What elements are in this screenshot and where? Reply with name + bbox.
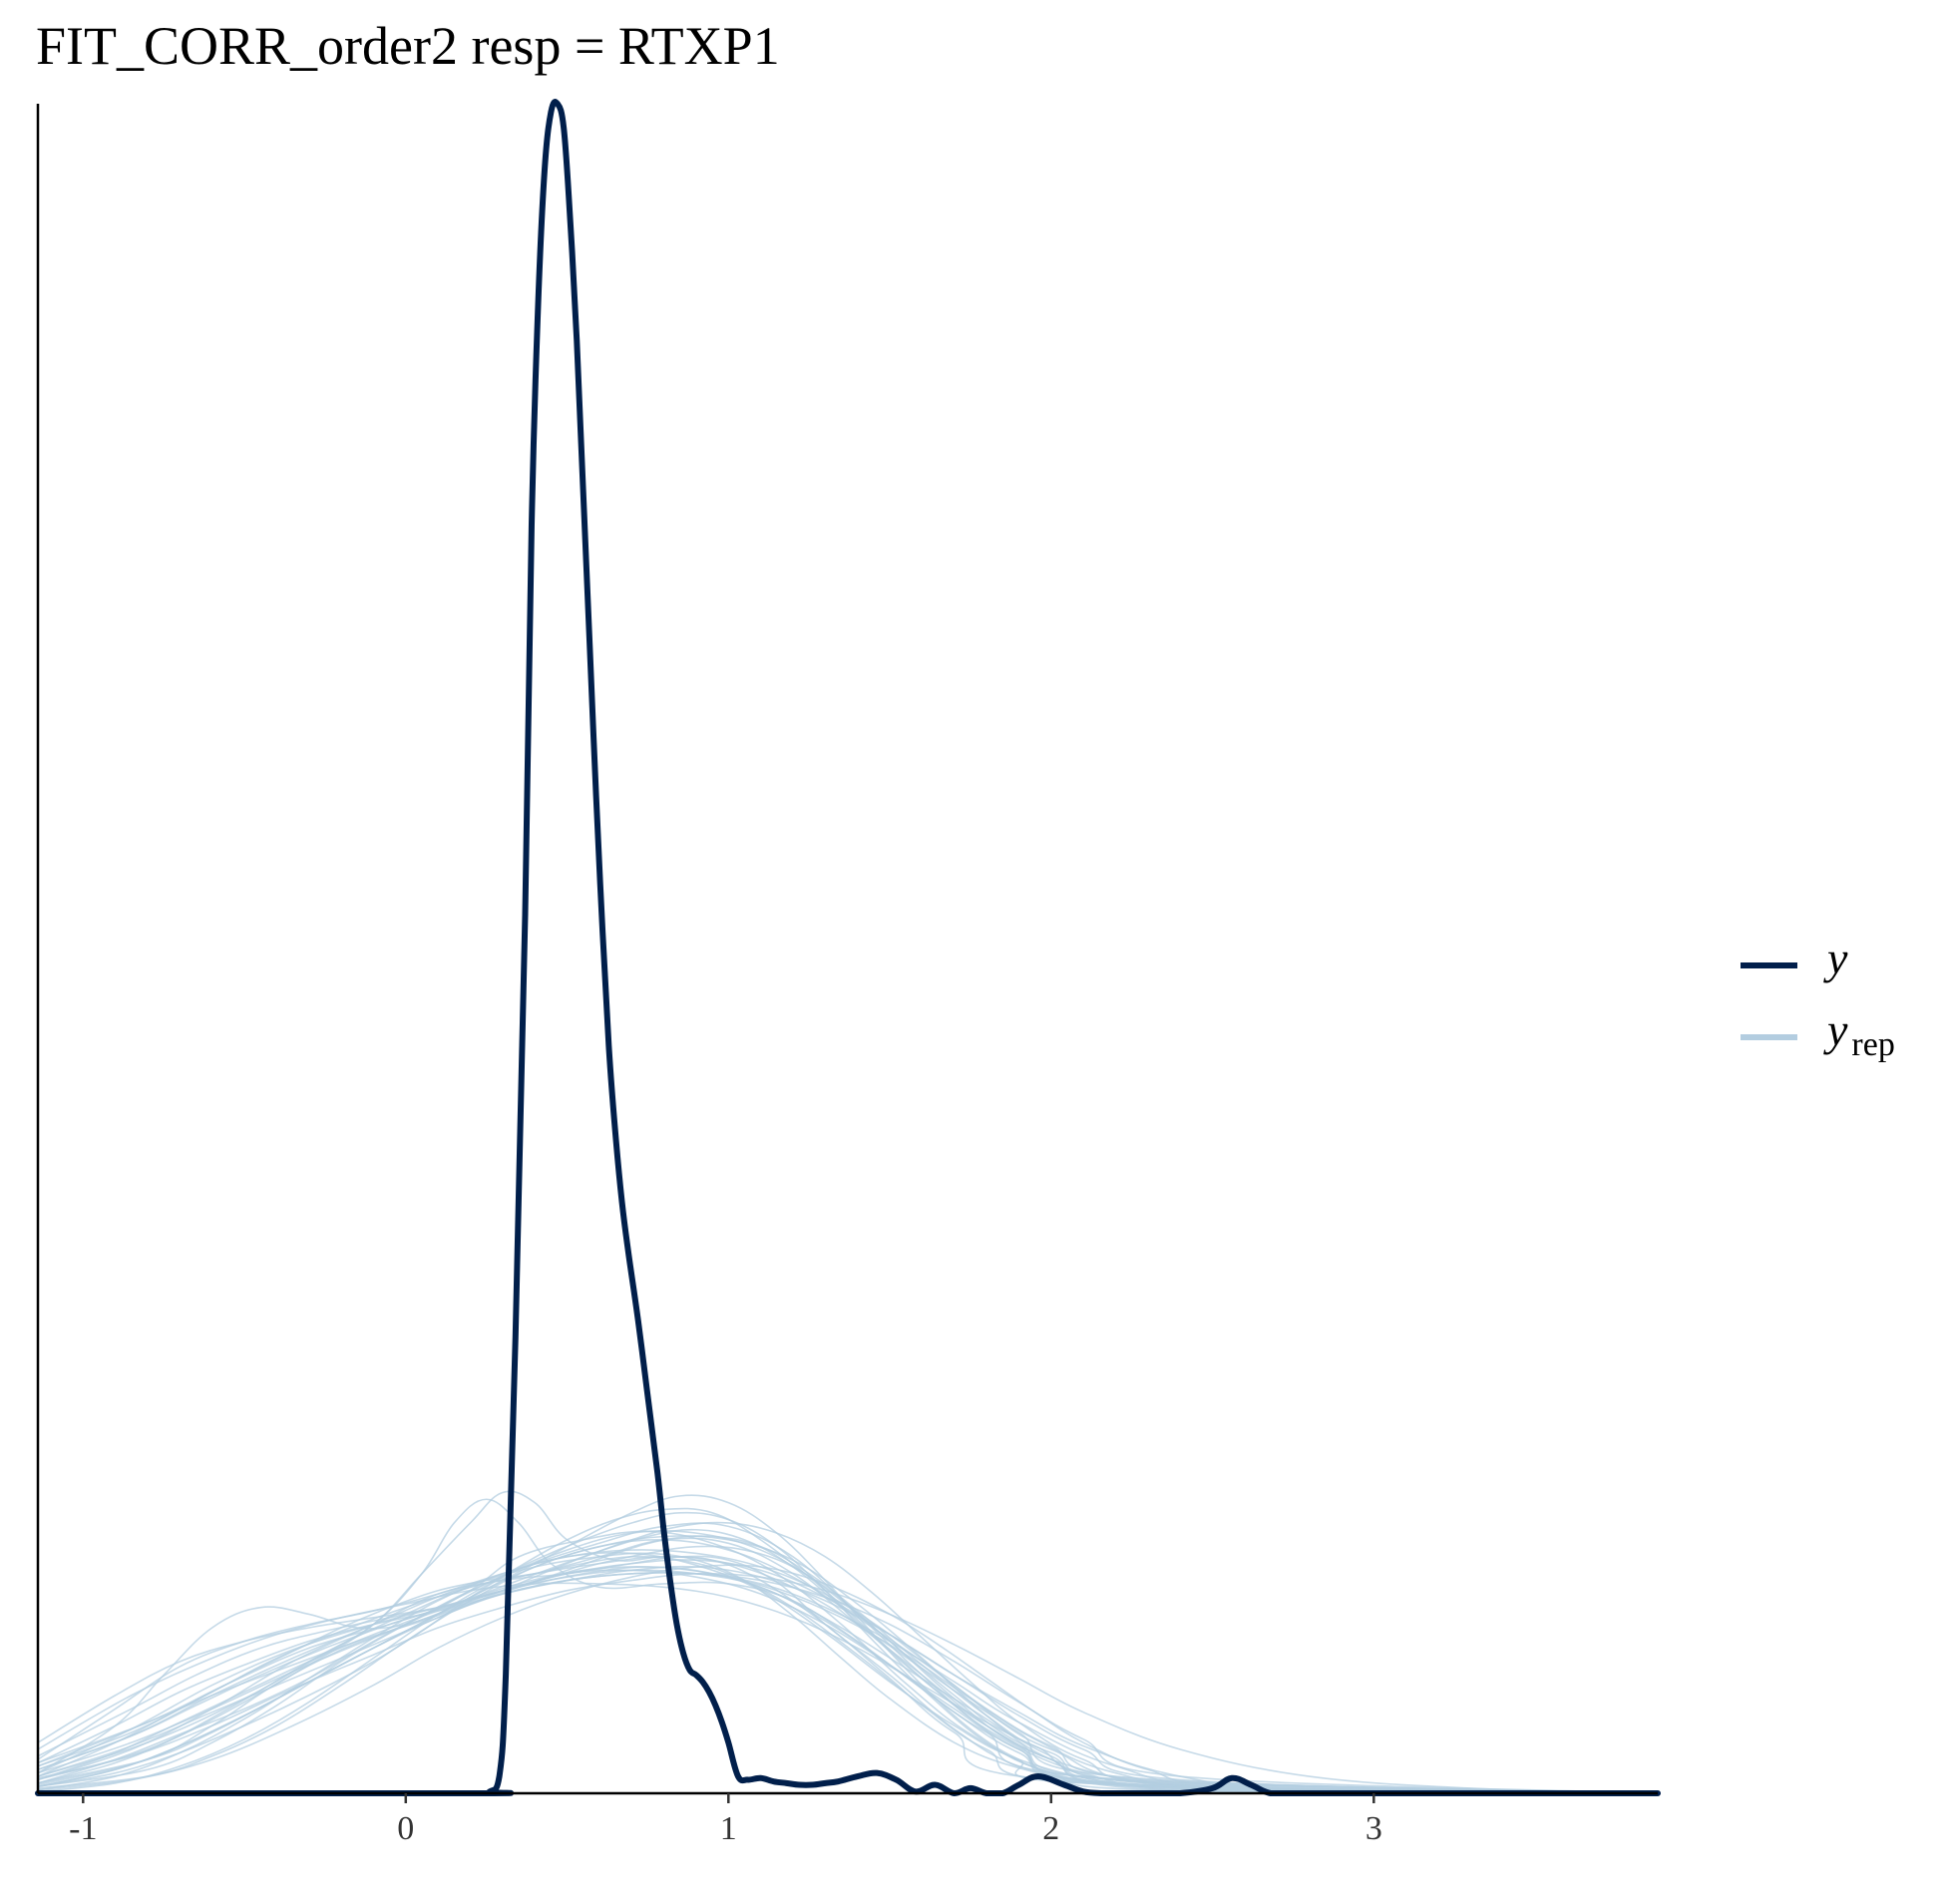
yrep-density-line [37,1522,1659,1794]
yrep-density-line [37,1582,1659,1794]
yrep-density-line [37,1569,1659,1794]
yrep-density-line [37,1535,1659,1794]
x-tick-label: 2 [1042,1810,1059,1847]
yrep-density-line [37,1521,1659,1794]
x-tick-label: 3 [1365,1810,1382,1847]
yrep-density-line [37,1566,1659,1794]
chart-title: FIT_CORR_order2 resp = RTXP1 [36,16,780,76]
legend-y-label: y [1823,933,1848,983]
yrep-density-line [37,1565,1659,1794]
yrep-density-line [37,1566,1659,1794]
yrep-density-line [37,1549,1659,1794]
y-density-line [35,99,1661,1797]
yrep-density-line [37,1530,1659,1794]
axes: -1 0 1 2 3 [36,104,1658,1847]
legend-yrep-label: y rep [1823,1004,1895,1063]
x-tick-label: -1 [69,1810,97,1847]
yrep-density-line [37,1555,1659,1794]
yrep-density-line [37,1498,1659,1794]
yrep-density-line [37,1552,1658,1794]
legend-yrep-main: y [1823,1004,1848,1055]
plot-area [35,99,1661,1797]
legend-yrep-subscript: rep [1851,1026,1894,1063]
yrep-density-line [37,1552,1659,1794]
y-series-group [35,99,1661,1797]
x-tick-label: 1 [720,1810,737,1847]
x-tick-label: 0 [397,1810,414,1847]
yrep-density-line [37,1494,1659,1794]
yrep-density-line [37,1511,1659,1794]
legend: y y rep [1741,933,1895,1063]
yrep-series-group [37,1490,1659,1794]
yrep-density-line [37,1530,1658,1794]
yrep-density-line [37,1572,1659,1794]
x-axis-ticks: -1 0 1 2 3 [69,1793,1382,1847]
yrep-density-line [37,1528,1659,1794]
